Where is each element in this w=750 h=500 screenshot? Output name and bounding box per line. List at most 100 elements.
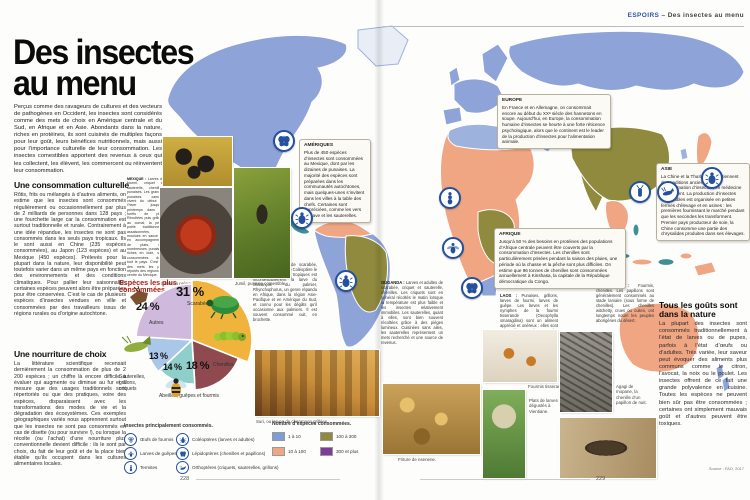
map-marker-grasshopper-icon	[657, 181, 679, 203]
legend-species-title: Nombre d’espèces consommées.	[272, 421, 352, 427]
ant-eggs-icon	[124, 433, 137, 446]
region-uk	[448, 66, 461, 87]
color-swatch	[320, 447, 333, 456]
pie-pct-abeilles: 14 %	[163, 362, 182, 372]
legend-item-10-100: 10 à 100	[272, 447, 306, 456]
region-philippines	[632, 223, 640, 237]
caption-mopane: Agagi de mopane, la chenille d’un papill…	[616, 384, 647, 405]
photo-larvae-plates	[483, 390, 525, 478]
region-java	[631, 258, 653, 266]
legend-item-beetles: Coléoptères (larves et adultes)	[176, 433, 255, 446]
legend-insects-title: Insectes principalement consommés.	[124, 423, 213, 429]
photo-molcajete-salsa	[160, 188, 232, 278]
source-credit: Source : FAO, 2017	[708, 466, 744, 471]
note-mexique-body: Larves de fourmi, criquet et sauterelle,…	[127, 177, 164, 278]
note-mexique-title: MEXIQUE :	[127, 177, 147, 181]
legend-item-1-10: 1 à 10	[272, 432, 301, 441]
running-header: ESPOIRS – Des insectes au menu	[628, 12, 744, 19]
legend-label: Termites	[140, 465, 158, 470]
callout-europe-body: En France et en Allemagne, on consommait…	[502, 104, 605, 145]
caption-suri: Suri, ou larves de charançon grillées.	[256, 419, 329, 424]
header-section-label: ESPOIRS	[627, 12, 660, 19]
pie-slice-4	[135, 283, 193, 341]
map-marker-wasp-icon	[442, 237, 464, 259]
footer-rule-left	[196, 479, 340, 480]
map-marker-butterfly-icon	[273, 130, 295, 152]
header-article-label: – Des insectes au menu	[659, 12, 744, 19]
note-australie-body: Fourmis, chenilles. Les papillons sont g…	[596, 283, 654, 323]
species-pie-chart	[135, 279, 253, 391]
page-title-line2: au menu	[13, 64, 137, 103]
legend-label: Coléoptères (larves et adultes)	[192, 437, 255, 442]
page-number-right: 229	[596, 476, 606, 482]
page-number-left: 228	[180, 476, 190, 482]
note-laos: LAOS : Punaises, grillons, larves de fou…	[500, 293, 558, 329]
callout-europe-title: EUROPE	[502, 98, 523, 103]
caption-plats: Plats de larves dégustés à Vientiane.	[529, 398, 558, 414]
header-rule	[383, 26, 744, 27]
green-beetle-illustration	[206, 296, 239, 320]
region-iberia	[442, 106, 463, 126]
stink-bug-illustration	[130, 285, 148, 305]
note-ouganda-title: OUGANDA :	[381, 280, 405, 285]
callout-europe: EUROPE En France et en Allemagne, on cons…	[497, 94, 611, 150]
region-sulawesi	[679, 252, 693, 260]
callout-afrique: AFRIQUE Jusqu’à 50 % des besoins en proté…	[494, 228, 626, 289]
wasp-illustration	[165, 378, 187, 397]
region-scandinavia	[481, 43, 509, 83]
footer-rule-right	[420, 479, 590, 480]
legend-label: Lépidoptères (chenilles et papillons)	[192, 451, 266, 456]
pie-label-chenilles: Chenilles	[213, 362, 234, 368]
color-swatch	[320, 432, 333, 441]
callout-ameriques-title: AMÉRIQUES	[304, 143, 334, 148]
legend-label: 1 à 10	[288, 434, 301, 439]
section-heading-1: Une consommation culturelle	[14, 180, 129, 190]
note-mexique: MEXIQUE : Larves de fourmi, criquet et s…	[127, 177, 164, 299]
note-australie: AUSTRALIE : Fourmis, chenilles. Les papi…	[596, 283, 654, 327]
region-new-zealand	[715, 363, 731, 393]
page-gutter	[374, 0, 384, 500]
callout-asie-body: La Chine et la Thaïlande maintiennent de…	[661, 173, 745, 237]
map-marker-termites-icon	[439, 187, 461, 209]
photo-jumil-bug	[234, 168, 290, 278]
section-heading-2: Une nourriture de choix	[14, 349, 107, 359]
region-australia	[618, 302, 700, 373]
map-marker-butterfly-icon	[461, 277, 483, 299]
map-marker-cricket-icon	[629, 181, 651, 203]
caption-fourmis: Fourmis tisserandes.	[528, 384, 569, 389]
pie-pct-scarabees: 31 %	[176, 284, 204, 299]
legend-item-termites: Termites	[124, 461, 157, 474]
pie-label-abeilles: Abeilles, guêpes et fourmis	[158, 393, 220, 399]
legend-label: 300 et plus	[336, 449, 359, 454]
pie-slice-1	[191, 338, 240, 391]
pie-pct-autres: 24 %	[136, 301, 160, 313]
region-south-america-north	[313, 220, 374, 238]
chart-title: Espèces les plus consommées	[119, 278, 177, 295]
color-swatch	[272, 447, 285, 456]
legend-label: 10 à 100	[288, 449, 306, 454]
color-swatch	[272, 432, 285, 441]
legend-item-orthoptera: Orthoptères (criquets, sauterelles, gril…	[176, 461, 279, 474]
photo-suri-skewers	[255, 350, 379, 416]
legend-label: 100 à 300	[336, 434, 357, 439]
caption-jumil: Jumil, punaise comestible.	[235, 281, 287, 286]
article-intro: Perçus comme des ravageurs de cultures e…	[14, 104, 162, 174]
sidebar-body: La plupart des insectes sont consommés t…	[659, 321, 747, 427]
legend-item-wasp-larvae: Larves de guêpes	[124, 447, 177, 460]
legend-item-butterflies: Lépidoptères (chenilles et papillons)	[176, 447, 265, 460]
callout-asie-title: ASIE	[661, 167, 673, 172]
caption-molcajete: Salsa en préparation.	[161, 281, 203, 286]
map-marker-beetle-icon	[335, 270, 357, 292]
note-laos-body: Punaises, grillons, larves de fourmi, la…	[500, 293, 558, 329]
map-marker-beetle-icon	[701, 167, 723, 189]
pie-label-sauterelles: Sauterelles, grillons, criquets	[119, 374, 146, 392]
callout-ameriques-body: Plus de 450 espèces d’insectes sont cons…	[304, 149, 365, 219]
legend-item-ant-eggs: Œufs de fourmis	[124, 433, 173, 446]
callout-afrique-title: AFRIQUE	[499, 232, 521, 237]
legend-label: Œufs de fourmis	[140, 437, 174, 442]
region-new-guinea	[693, 261, 717, 277]
note-ouganda-body: Larves et adultes de scarabée, criquet e…	[381, 280, 443, 345]
caterpillar-illustration	[214, 331, 246, 341]
caption-nsenene: Friture de nsenene.	[398, 457, 437, 462]
